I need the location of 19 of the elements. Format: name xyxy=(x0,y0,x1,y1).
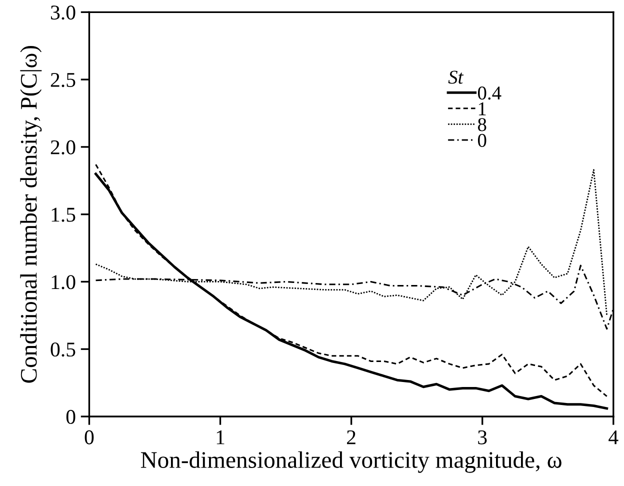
legend-label: 0 xyxy=(478,134,486,147)
y-tick-label: 3.0 xyxy=(50,6,76,20)
legend-title: St xyxy=(448,70,464,84)
x-tick-label: 0 xyxy=(84,430,94,444)
legend-label: 8 xyxy=(478,118,486,132)
x-axis-title: Non-dimensionalized vorticity magnitude, ω xyxy=(140,451,562,473)
x-tick-label: 2 xyxy=(347,430,356,444)
y-tick-label: 2.5 xyxy=(50,72,76,88)
y-tick-label: 0 xyxy=(66,410,76,424)
y-tick-label: 0.5 xyxy=(50,342,76,357)
y-axis-title: Conditional number density, P(C|ω) xyxy=(20,46,42,383)
legend-label: 1 xyxy=(478,102,486,116)
legend-label: 0.4 xyxy=(478,86,502,100)
y-tick-label: 1.0 xyxy=(52,275,76,290)
y-tick-label: 2.0 xyxy=(50,140,76,154)
x-tick-label: 4 xyxy=(608,430,618,444)
x-tick-label: 1 xyxy=(216,430,224,444)
x-tick-label: 3 xyxy=(478,430,487,444)
y-tick-label: 1.5 xyxy=(52,208,76,222)
